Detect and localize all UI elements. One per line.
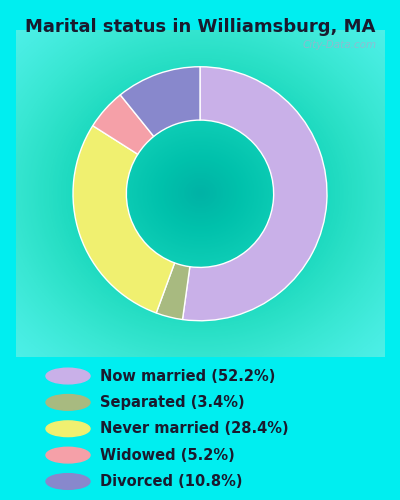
Wedge shape <box>156 263 190 320</box>
Circle shape <box>46 448 90 463</box>
Text: Divorced (10.8%): Divorced (10.8%) <box>100 474 242 489</box>
Circle shape <box>46 368 90 384</box>
Circle shape <box>46 394 90 410</box>
Text: Now married (52.2%): Now married (52.2%) <box>100 368 275 384</box>
Wedge shape <box>93 95 154 154</box>
Circle shape <box>46 421 90 436</box>
Text: Marital status in Williamsburg, MA: Marital status in Williamsburg, MA <box>25 18 375 36</box>
Wedge shape <box>182 66 327 320</box>
Text: Widowed (5.2%): Widowed (5.2%) <box>100 448 235 462</box>
Text: Never married (28.4%): Never married (28.4%) <box>100 421 289 436</box>
Wedge shape <box>120 66 200 136</box>
Circle shape <box>46 474 90 490</box>
Text: Separated (3.4%): Separated (3.4%) <box>100 395 245 410</box>
Text: City-Data.com: City-Data.com <box>302 40 377 50</box>
Wedge shape <box>73 126 175 313</box>
